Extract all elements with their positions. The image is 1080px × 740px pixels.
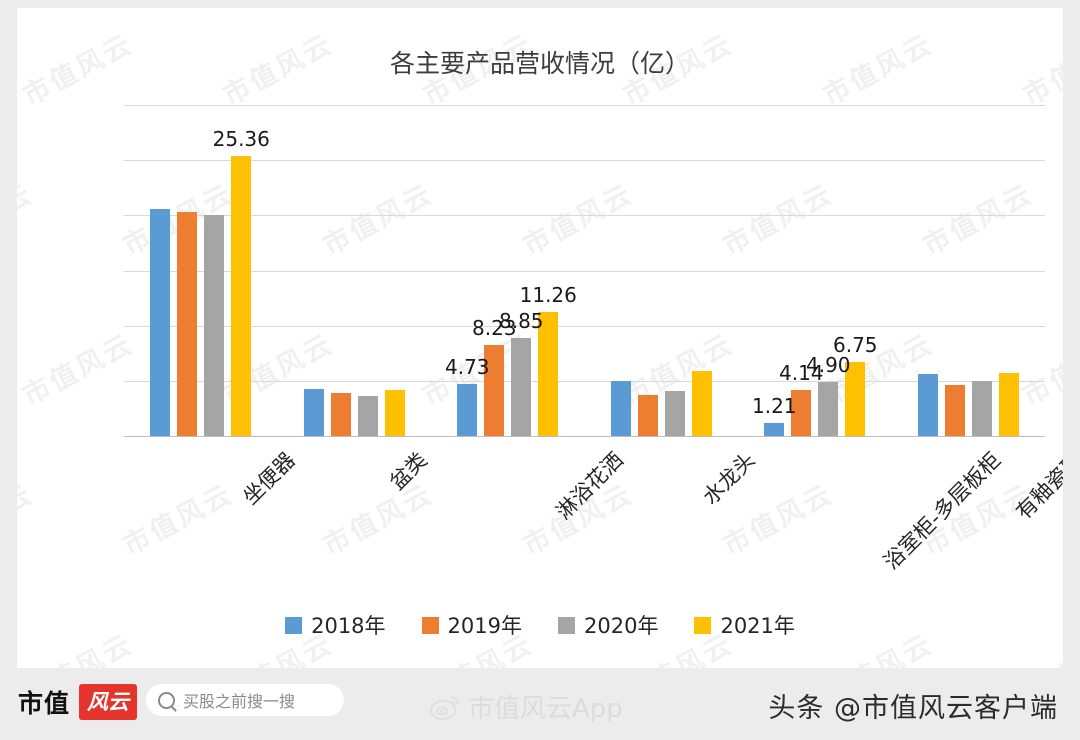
bottom-bar: 市值 风云 买股之前搜一搜 市值风云App 头条 @市值风云客户端 [0, 668, 1080, 740]
bar[interactable] [917, 374, 938, 436]
bar-value-label: 1.21 [751, 393, 797, 418]
bar-value-label: 8.85 [498, 309, 544, 334]
bar-group [892, 105, 1046, 436]
gridline [124, 215, 1045, 217]
legend-color-swatch [558, 616, 575, 634]
bar-group [738, 105, 892, 436]
bar[interactable] [637, 395, 658, 436]
bar[interactable] [384, 389, 405, 436]
x-axis-category-label: 有釉瓷砖 [1011, 447, 1063, 525]
gridline [124, 105, 1045, 106]
gridline [124, 270, 1045, 272]
plot-area: 0.005.0010.0015.0020.0025.0030.00坐便器盆类淋浴… [124, 105, 1063, 574]
bar-value-label: 8.23 [471, 316, 517, 341]
bar[interactable] [764, 422, 785, 436]
bar-value-label: 11.26 [519, 282, 577, 307]
bar-value-label: 4.90 [805, 352, 851, 377]
chart-title: 各主要产品营收情况（亿） [389, 49, 690, 78]
bar[interactable] [610, 381, 631, 436]
toutiao-credit: 头条 @市值风云客户端 [768, 693, 1058, 724]
bar[interactable] [457, 383, 478, 436]
bar-value-label: 6.75 [832, 332, 878, 357]
watermark-text: 市值风云 [118, 478, 239, 563]
bar[interactable] [177, 212, 198, 436]
gridline [124, 160, 1045, 162]
bar-group [431, 105, 585, 436]
bar-value-label: 25.36 [212, 127, 270, 152]
search-input[interactable]: 买股之前搜一搜 [146, 684, 344, 716]
legend-label: 2020年 [584, 614, 659, 638]
legend-label: 2021年 [720, 614, 795, 638]
bar[interactable] [664, 391, 685, 436]
x-axis-category-label: 坐便器 [238, 447, 300, 510]
bar[interactable] [691, 370, 712, 436]
bar[interactable] [231, 156, 252, 436]
weibo-watermark-text: 市值风云App [468, 694, 623, 724]
legend-item[interactable]: 2019年 [421, 610, 522, 640]
bar[interactable] [791, 390, 812, 436]
bar[interactable] [538, 311, 559, 436]
bar[interactable] [150, 208, 171, 436]
watermark-text: 市值风云 [17, 178, 39, 263]
brand-name: 市值 [18, 689, 71, 718]
x-axis-category-label: 盆类 [385, 447, 433, 495]
bar[interactable] [944, 385, 965, 436]
bar[interactable] [484, 345, 505, 436]
chart-card: 市值风云 市值风云 市值风云 市值风云 市值风云 市值风云 市值风云 市值风云 市值风云 市值风云… [17, 8, 1063, 668]
legend-color-swatch [285, 616, 303, 634]
legend-color-swatch [421, 616, 439, 634]
chart-legend: 2018年 2019年 2020年 2021年 [17, 610, 1063, 640]
bar[interactable] [511, 338, 532, 436]
legend-label: 2018年 [311, 614, 386, 638]
bar-group [278, 105, 432, 436]
weibo-icon [430, 695, 459, 720]
weibo-watermark: 市值风云App [430, 688, 623, 725]
bar-group [124, 105, 278, 436]
legend-label: 2019年 [447, 614, 522, 638]
legend-color-swatch [694, 616, 712, 634]
bar-group [585, 105, 739, 436]
brand-badge: 风云 [79, 684, 138, 720]
watermark-text: 市值风云 [17, 478, 39, 563]
legend-item[interactable]: 2020年 [558, 610, 658, 640]
x-axis-category-label: 水龙头 [698, 447, 761, 510]
x-axis-category-label: 淋浴花洒 [551, 447, 628, 525]
gridline [124, 325, 1045, 327]
bar[interactable] [971, 381, 992, 436]
watermark-text: 市值风云 [318, 478, 439, 563]
gridline [124, 436, 1045, 437]
search-icon [158, 691, 175, 709]
bar-value-label: 4.14 [778, 361, 824, 386]
search-placeholder: 买股之前搜一搜 [183, 692, 296, 711]
legend-item[interactable]: 2021年 [694, 610, 795, 640]
bar[interactable] [204, 215, 225, 436]
bar[interactable] [303, 388, 324, 436]
bar[interactable] [357, 396, 378, 436]
x-axis-category-label: 浴室柜-多层板柜 [878, 447, 1006, 575]
bar[interactable] [818, 381, 839, 436]
bar[interactable] [330, 392, 351, 436]
bar-value-label: 4.73 [444, 354, 490, 379]
brand-logo: 市值 风云 [18, 684, 138, 720]
legend-item[interactable]: 2018年 [285, 610, 386, 640]
bar[interactable] [998, 372, 1019, 436]
watermark-text: 市值风云 [18, 328, 139, 413]
gridline [124, 380, 1045, 382]
bar[interactable] [845, 361, 866, 436]
